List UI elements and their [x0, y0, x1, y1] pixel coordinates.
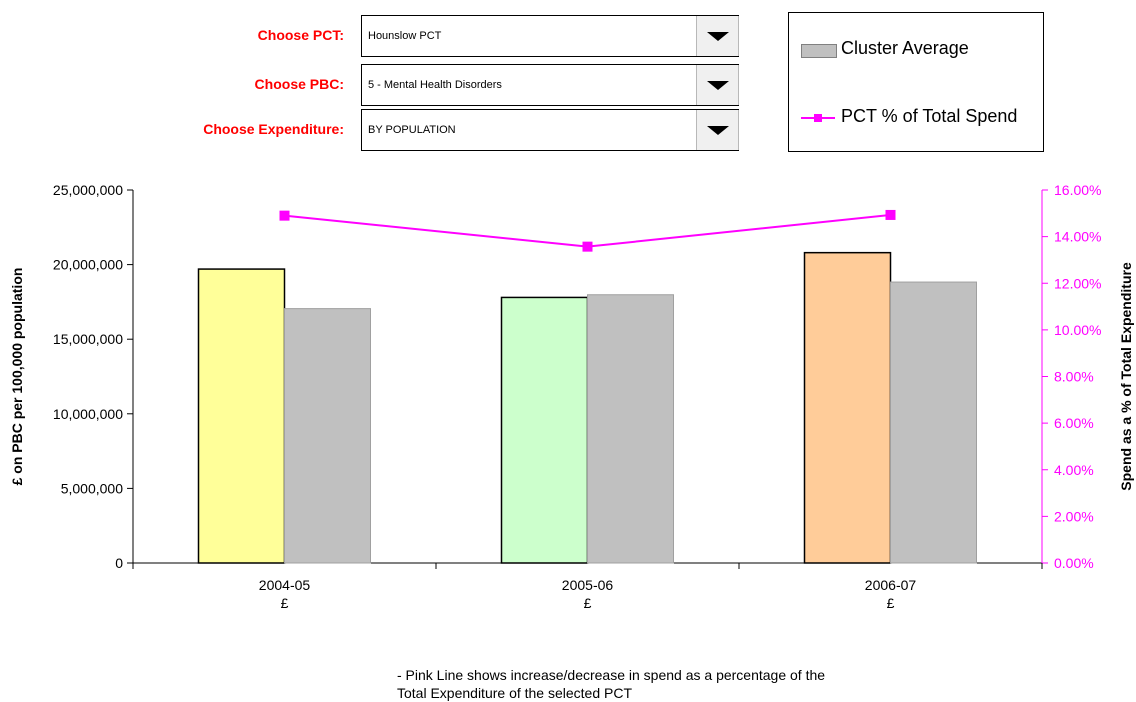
expenditure-dropdown-button[interactable] — [696, 110, 739, 150]
y-tick-label: 5,000,000 — [61, 480, 123, 496]
chart-legend: Cluster Average PCT % of Total Spend — [788, 12, 1044, 152]
footnote-line-2: Total Expenditure of the selected PCT — [397, 685, 633, 701]
legend-cluster-label: Cluster Average — [841, 38, 969, 58]
y-tick-label: 25,000,000 — [53, 182, 123, 198]
pct-bar — [500, 296, 589, 564]
expenditure-dropdown[interactable]: BY POPULATION — [361, 109, 739, 151]
y2-tick-label: 10.00% — [1054, 322, 1101, 338]
chevron-down-icon — [706, 125, 729, 135]
y2-axis-title: Spend as a % of Total Expenditure — [1118, 262, 1134, 491]
y2-tick-label: 12.00% — [1054, 275, 1101, 291]
pbc-dropdown[interactable]: 5 - Mental Health Disorders — [361, 64, 739, 106]
pbc-label: Choose PBC: — [254, 76, 344, 92]
x-tick-label: 2005-06 — [562, 577, 614, 593]
x-tick-sublabel: £ — [887, 595, 895, 611]
pct-dropdown-value: Hounslow PCT — [368, 30, 442, 42]
footnote-line-1: - Pink Line shows increase/decrease in s… — [397, 667, 826, 683]
pbc-dropdown-button[interactable] — [696, 65, 739, 105]
cluster-average-swatch — [801, 44, 837, 58]
pct-spend-marker — [279, 210, 290, 221]
cluster-average-bar — [890, 281, 977, 564]
pct-bar — [197, 268, 286, 564]
x-tick-label: 2004-05 — [259, 577, 311, 593]
y2-tick-label: 16.00% — [1054, 182, 1101, 198]
x-tick-sublabel: £ — [281, 595, 289, 611]
x-tick-sublabel: £ — [584, 595, 592, 611]
y2-tick-label: 4.00% — [1054, 462, 1094, 478]
chart-footnote: - Pink Line shows increase/decrease in s… — [397, 666, 825, 702]
pbc-dropdown-value: 5 - Mental Health Disorders — [368, 79, 502, 91]
expenditure-dropdown-value: BY POPULATION — [368, 124, 456, 136]
legend-pct-label: PCT % of Total Spend — [841, 106, 1018, 126]
x-tick-label: 2006-07 — [865, 577, 917, 593]
pct-bar — [803, 251, 892, 564]
y-tick-label: 15,000,000 — [53, 331, 123, 347]
y-tick-label: 10,000,000 — [53, 406, 123, 422]
pct-dropdown[interactable]: Hounslow PCT — [361, 15, 739, 57]
y2-tick-label: 8.00% — [1054, 369, 1094, 385]
y2-tick-label: 2.00% — [1054, 508, 1094, 524]
pct-marker-swatch — [814, 114, 822, 122]
chart: 0 5,000,000 10,000,000 15,000,000 20,000,000… — [9, 182, 1134, 611]
y2-tick-label: 0.00% — [1054, 555, 1094, 571]
y-tick-label: 20,000,000 — [53, 257, 123, 273]
cluster-average-bar — [587, 294, 674, 564]
y2-tick-label: 6.00% — [1054, 415, 1094, 431]
y-axis-title: £ on PBC per 100,000 population — [9, 268, 25, 486]
chevron-down-icon — [706, 31, 729, 41]
pct-dropdown-button[interactable] — [696, 16, 739, 56]
y2-tick-label: 14.00% — [1054, 229, 1101, 245]
cluster-average-bar — [284, 308, 371, 564]
pct-spend-marker — [885, 209, 896, 220]
chevron-down-icon — [706, 80, 729, 90]
expenditure-label: Choose Expenditure: — [203, 121, 344, 137]
y-tick-label: 0 — [115, 555, 123, 571]
pct-spend-marker — [582, 241, 593, 252]
pct-label: Choose PCT: — [257, 27, 344, 43]
